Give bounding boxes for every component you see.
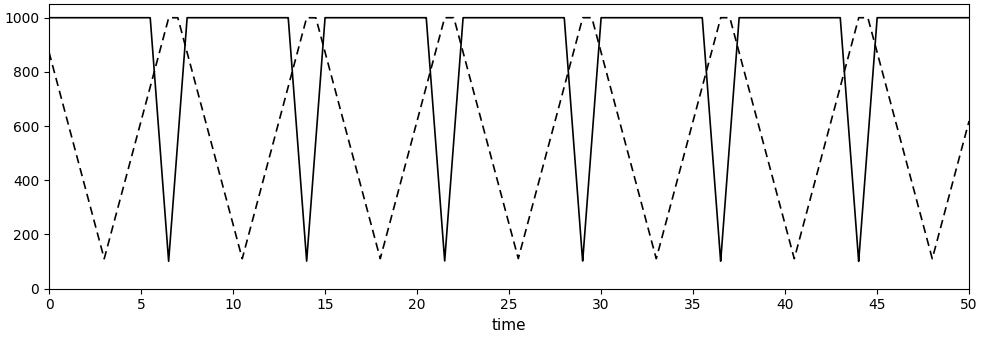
X-axis label: time: time [492,318,526,333]
